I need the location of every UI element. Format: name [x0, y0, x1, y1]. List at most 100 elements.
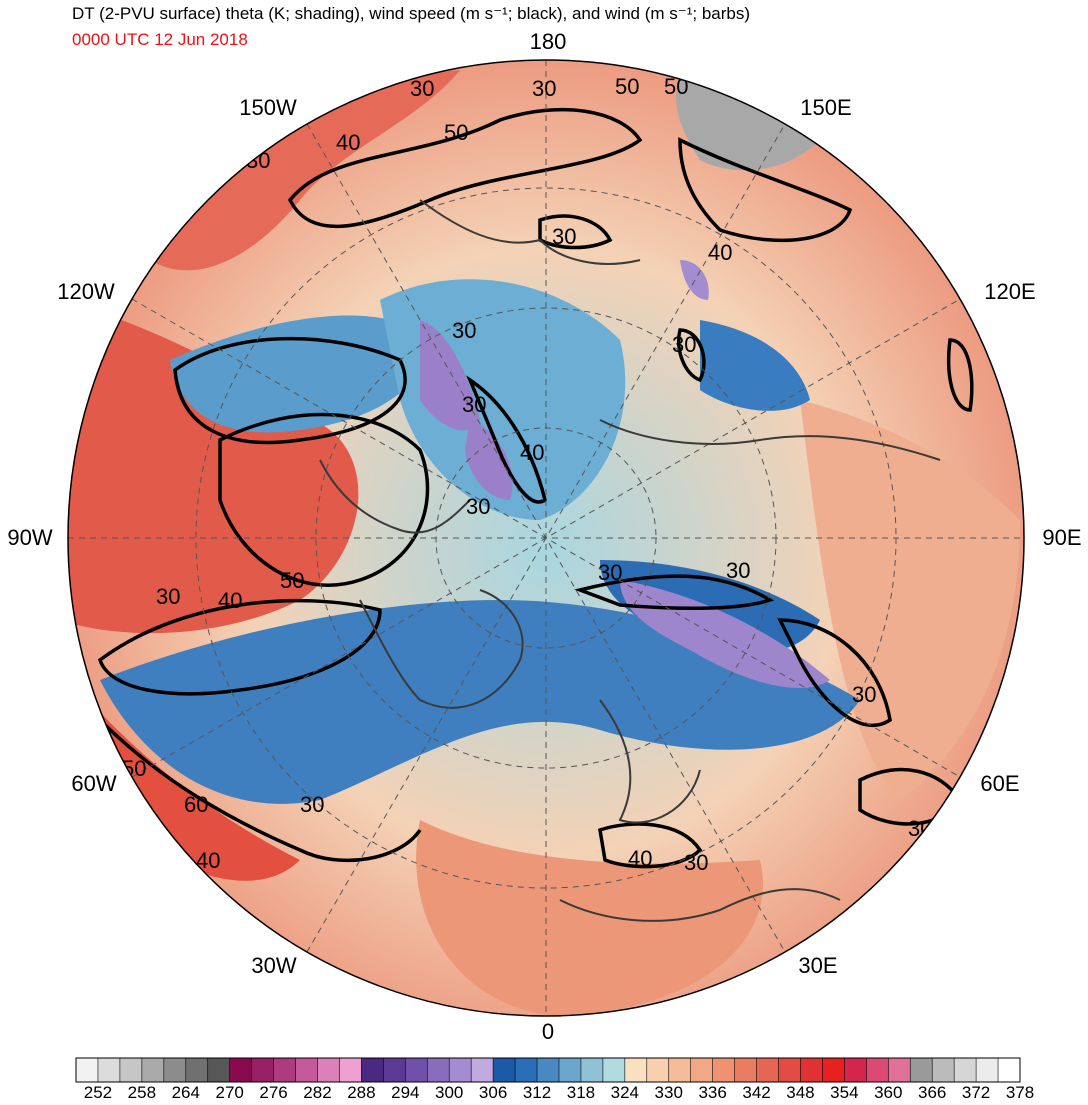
colorbar-swatch [558, 1058, 582, 1082]
coast-scandinavia [599, 699, 701, 824]
contour-label: 40 [628, 846, 652, 871]
contour-label: 50 [122, 756, 146, 781]
map-title: DT (2-PVU surface) theta (K; shading), w… [72, 4, 751, 23]
colorbar-swatch [580, 1058, 604, 1082]
colorbar-swatch [756, 1058, 779, 1082]
colorbar-swatch [76, 1058, 99, 1082]
colorbar-swatch [119, 1058, 143, 1082]
colorbar-swatch [624, 1058, 648, 1082]
contour-label: 30 [462, 392, 486, 417]
cold-gray-region-northeast [676, 80, 820, 171]
coast-alaska [419, 199, 641, 265]
contour-pacific [173, 336, 407, 445]
colorbar-tick-label: 276 [259, 1083, 288, 1102]
colorbar-swatch [493, 1058, 516, 1082]
meridian-30w-150e [306, 123, 786, 953]
lon-label-30w: 30W [251, 953, 297, 978]
colorbar-tick-label: 252 [83, 1083, 113, 1102]
colorbar-tick-label: 330 [654, 1083, 683, 1102]
colorbar-tick-label: 354 [830, 1083, 859, 1102]
contour-east [777, 618, 892, 728]
contour-far-east [946, 338, 974, 412]
colorbar-tick-label: 372 [961, 1083, 991, 1102]
graticule [68, 60, 1024, 1016]
colorbar-tick-label: 288 [347, 1083, 376, 1102]
colorbar-swatch [273, 1058, 296, 1082]
contour-jet-north [287, 107, 643, 228]
contour-label: 30 [466, 494, 490, 519]
colorbar-swatch [515, 1058, 538, 1082]
colorbar-swatch [251, 1058, 274, 1082]
colorbar-swatch [229, 1058, 252, 1082]
colorbar-swatch [998, 1058, 1021, 1082]
contour-greenland [98, 718, 422, 863]
contour-northeast [678, 137, 853, 243]
colorbar-swatch [646, 1058, 670, 1082]
colorbar-swatch [427, 1058, 450, 1082]
contour-label: 30 [410, 76, 434, 101]
colorbar-swatch [844, 1058, 867, 1082]
cold-pocket-2 [465, 420, 513, 500]
warm-region-northwest [150, 70, 460, 271]
contour-label: 30 [852, 682, 876, 707]
coast-europe [559, 888, 841, 922]
colorbar-tick-label: 282 [303, 1083, 332, 1102]
latitude-circle-70 [315, 307, 777, 769]
colorbar-tick-label: 270 [215, 1083, 244, 1102]
contour-label: 30 [672, 332, 696, 357]
colorbar-swatch [910, 1058, 933, 1082]
colorbar-swatch [141, 1058, 165, 1082]
colorbar [75, 1057, 1021, 1083]
contour-label: 30 [452, 318, 476, 343]
colorbar-swatch [471, 1058, 494, 1082]
colorbar-swatch [932, 1058, 955, 1082]
colorbar-tick-label: 366 [917, 1083, 947, 1102]
contour-label: 30 [598, 560, 622, 585]
colorbar-tick-label: 360 [874, 1083, 903, 1102]
colorbar-tick-label: 306 [478, 1083, 508, 1102]
colorbar-swatch [449, 1058, 472, 1082]
colorbar-swatch [954, 1058, 977, 1082]
contour-asia-small [677, 328, 706, 383]
contour-label: 60 [184, 792, 208, 817]
warm-region-west [68, 300, 359, 634]
contour-label: 30 [684, 850, 708, 875]
contour-label: 50 [615, 74, 639, 99]
coast-greenland [359, 589, 524, 709]
colorbar-tick-label: 336 [698, 1083, 727, 1102]
colorbar-swatch [537, 1058, 560, 1082]
contour-label: 40 [708, 240, 732, 265]
contour-label: 30 [246, 148, 270, 173]
colorbar-tick-label: 300 [435, 1083, 464, 1102]
contour-atlantic-west [97, 598, 382, 696]
contour-label: 40 [218, 588, 242, 613]
colorbar-tick-label: 324 [610, 1083, 640, 1102]
colorbar-swatch [712, 1058, 735, 1082]
colorbar-tick-label: 258 [127, 1083, 157, 1102]
contour-label: 30 [300, 792, 324, 817]
colorbar-tick-label: 348 [786, 1083, 815, 1102]
contour-siberia-small [538, 214, 613, 250]
contour-label: 40 [196, 848, 220, 873]
lon-label-120w: 120W [57, 279, 115, 304]
contour-label: 30 [552, 224, 576, 249]
colorbar-swatch [339, 1058, 362, 1082]
colorbar-swatch [295, 1058, 318, 1082]
colorbar-tick-label: 294 [391, 1083, 420, 1102]
lon-label-60e: 60E [980, 771, 1020, 796]
coastlines [319, 199, 941, 922]
contour-label: 40 [336, 130, 360, 155]
colorbar-swatch [866, 1058, 889, 1082]
contour-label: 30 [908, 816, 932, 841]
colorbar-swatch [361, 1058, 384, 1082]
colorbar-swatch [602, 1058, 626, 1082]
colorbar-tick-label: 318 [566, 1083, 596, 1102]
colorbar-tick-label: 342 [742, 1083, 771, 1102]
colorbar-tick-label: 312 [522, 1083, 552, 1102]
colorbar-swatch [317, 1058, 340, 1082]
colorbar-swatch [690, 1058, 713, 1082]
colorbar-frame [75, 1057, 1021, 1083]
map-boundary [67, 59, 1025, 1017]
